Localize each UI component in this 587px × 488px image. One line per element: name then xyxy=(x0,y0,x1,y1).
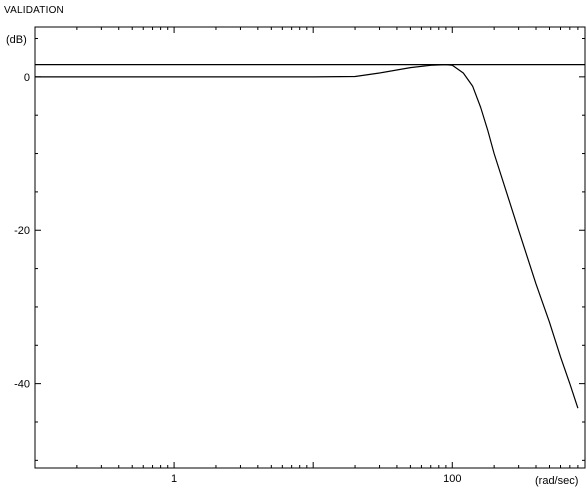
chart-title: VALIDATION xyxy=(4,5,64,16)
plot-frame xyxy=(34,26,586,469)
y-axis: 0 -20 -40 xyxy=(14,38,585,461)
y-tick-label: -20 xyxy=(14,225,30,237)
x-tick-label: 1 xyxy=(171,473,177,485)
y-axis-unit-label: (dB) xyxy=(6,34,27,46)
series-layer xyxy=(35,63,585,409)
x-axis-unit-label: (rad/sec) xyxy=(535,475,578,487)
y-tick-label: 0 xyxy=(24,72,30,84)
y-tick-label: -40 xyxy=(14,379,30,391)
response-curve xyxy=(35,63,579,409)
x-axis: 1 100 xyxy=(34,27,586,485)
x-tick-label: 100 xyxy=(443,473,461,485)
